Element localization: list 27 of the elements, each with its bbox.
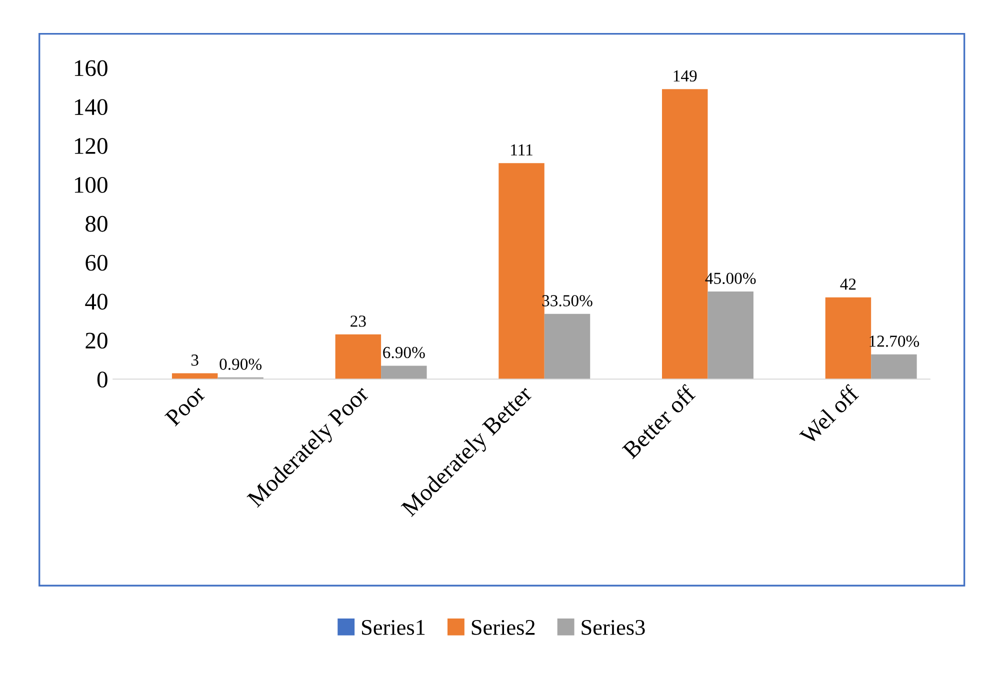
data-label: 111 bbox=[511, 144, 532, 156]
bar bbox=[335, 334, 382, 380]
data-label: 0.90% bbox=[220, 358, 262, 370]
y-tick-label: 20 bbox=[86, 332, 108, 349]
y-tick-label: 100 bbox=[74, 176, 108, 193]
legend-label: Series3 bbox=[582, 620, 645, 635]
y-tick-label: 60 bbox=[86, 254, 108, 271]
bar bbox=[381, 366, 427, 380]
data-label: 42 bbox=[840, 278, 856, 290]
data-label: 23 bbox=[350, 316, 366, 327]
data-label: 149 bbox=[674, 70, 697, 82]
legend-label: Series1 bbox=[362, 620, 425, 635]
bar bbox=[544, 314, 590, 380]
x-tick-label: Wel off bbox=[798, 384, 860, 446]
y-tick-label: 80 bbox=[86, 216, 108, 232]
y-tick-label: 140 bbox=[74, 99, 108, 116]
y-tick-label: 120 bbox=[74, 138, 108, 154]
bar bbox=[871, 354, 917, 380]
data-label: 3 bbox=[191, 354, 198, 366]
x-tick-label: Poor bbox=[164, 384, 206, 427]
y-tick-label: 40 bbox=[85, 294, 108, 310]
y-tick-label: 160 bbox=[74, 60, 108, 76]
bar bbox=[708, 292, 754, 380]
data-label: 6.90% bbox=[383, 346, 425, 358]
y-tick-label: 0 bbox=[97, 372, 108, 388]
legend-label: Series2 bbox=[472, 620, 535, 635]
bar bbox=[825, 297, 872, 380]
